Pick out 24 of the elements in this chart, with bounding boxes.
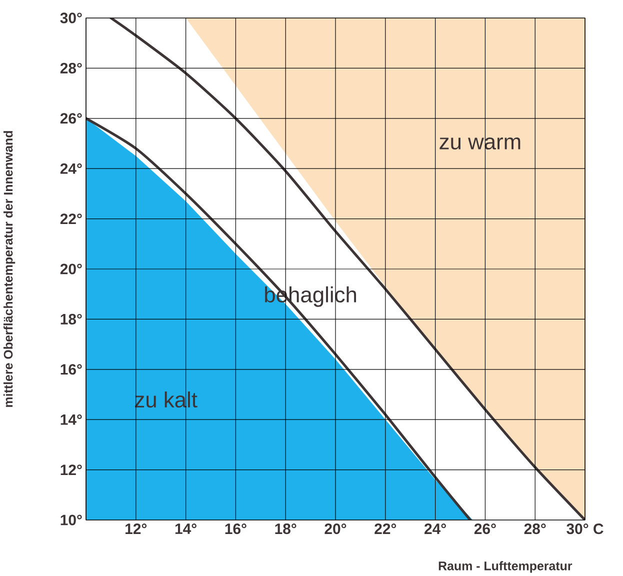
x-tick-label: 18° (275, 523, 296, 534)
y-axis-title: mittlere Oberflächentemperatur der Innenwand (4, 131, 16, 407)
x-tick-label: 12° (126, 523, 147, 534)
y-tick-label: 18° (60, 314, 82, 324)
y-tick-label: 30° (60, 12, 82, 24)
y-tick-label: 26° (60, 113, 82, 124)
x-tick-label: 26° (474, 523, 496, 534)
y-tick-label: 28° (60, 62, 82, 74)
y-tick-label: 20° (60, 264, 82, 274)
x-tick-label: 22° (374, 523, 396, 534)
y-tick-label: 10° (60, 514, 82, 526)
y-tick-label: 14° (60, 414, 82, 425)
y-tick-label: 22° (60, 214, 82, 224)
x-tick-label: 28° (524, 523, 546, 534)
y-tick-label: 16° (60, 364, 82, 375)
line-series (110, 18, 586, 520)
y-tick-label: 12° (60, 464, 82, 475)
x-tick-label: 30° C (566, 523, 604, 534)
x-tick-label: 20° (324, 523, 346, 534)
x-tick-label: 14° (175, 523, 196, 534)
y-tick-label: 24° (60, 163, 82, 174)
x-tick-label: 16° (225, 523, 246, 534)
x-tick-label: 24° (424, 523, 446, 534)
x-axis-title: Raum - Lufttemperatur (438, 561, 572, 573)
